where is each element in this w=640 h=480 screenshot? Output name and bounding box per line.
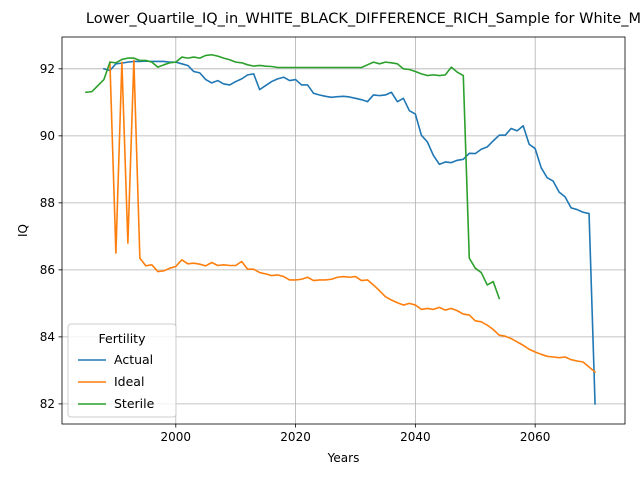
legend: Fertility Actual Ideal Sterile bbox=[67, 323, 177, 418]
plot-frame bbox=[61, 36, 626, 425]
y-tick-label: 90 bbox=[40, 129, 55, 143]
y-tick-label: 88 bbox=[40, 196, 55, 210]
legend-items: Actual Ideal Sterile bbox=[78, 352, 155, 411]
y-tick-label: 82 bbox=[40, 397, 55, 411]
x-axis-label: Years bbox=[327, 451, 360, 465]
legend-label-ideal: Ideal bbox=[114, 374, 144, 389]
axis-ticks: 2000 2020 2040 2060 82 84 86 88 90 92 bbox=[40, 62, 551, 444]
y-tick-label: 86 bbox=[40, 263, 55, 277]
legend-title: Fertility bbox=[99, 331, 147, 346]
y-axis-label: IQ bbox=[16, 224, 30, 237]
x-tick-label: 2020 bbox=[280, 430, 311, 444]
legend-label-sterile: Sterile bbox=[114, 396, 155, 411]
series-lines bbox=[85, 53, 597, 405]
x-tick-label: 2040 bbox=[400, 430, 431, 444]
x-tick-label: 2000 bbox=[161, 430, 192, 444]
series-line-actual bbox=[102, 60, 596, 405]
series-line-sterile bbox=[85, 53, 501, 300]
legend-label-actual: Actual bbox=[114, 352, 153, 367]
chart-title: Lower_Quartile_IQ_in_WHITE_BLACK_DIFFERE… bbox=[86, 11, 640, 27]
legend-box bbox=[67, 323, 177, 418]
series-line-ideal bbox=[109, 59, 597, 374]
y-tick-label: 84 bbox=[40, 330, 55, 344]
y-tick-label: 92 bbox=[40, 62, 55, 76]
grid-lines bbox=[62, 37, 625, 424]
x-tick-label: 2060 bbox=[520, 430, 551, 444]
